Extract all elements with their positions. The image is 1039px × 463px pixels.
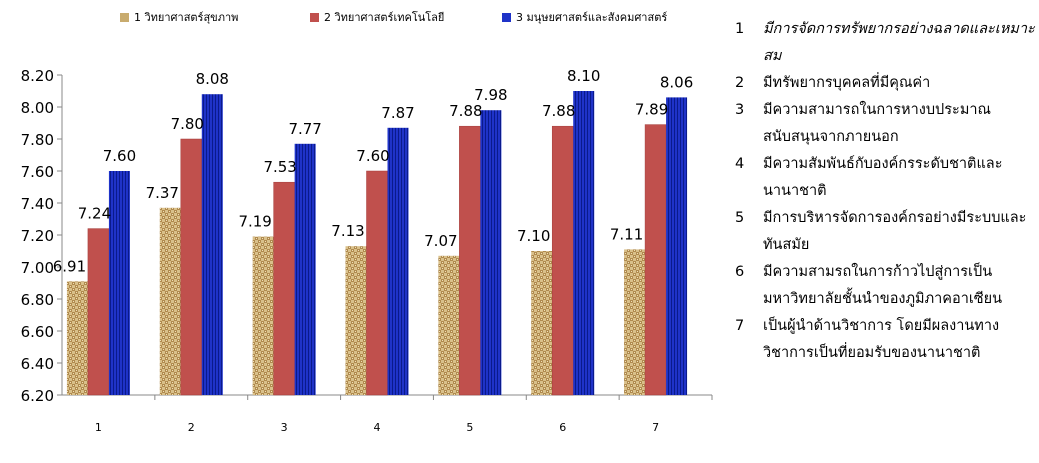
data-label: 7.87 [381, 104, 414, 122]
note-text: มีทรัพยากรบุคคลที่มีคุณค่า [763, 75, 931, 91]
data-label: 8.10 [567, 67, 600, 85]
bar-series-3-cat-1 [108, 171, 130, 395]
bar-series-1-cat-1 [66, 281, 88, 395]
data-label: 8.08 [196, 70, 229, 88]
bar-series-2-cat-7 [644, 124, 667, 396]
y-tick-label: 6.20 [21, 387, 54, 405]
x-tick-label: 2 [188, 421, 195, 434]
y-tick-label: 6.40 [21, 355, 54, 373]
bar-series-1-cat-4 [345, 246, 367, 395]
data-label: 7.19 [238, 213, 271, 231]
data-label: 7.88 [449, 102, 482, 120]
note-item-7: 7 เป็นผู้นำด้านวิชาการ โดยมีผลงานทางวิชาก… [735, 313, 1035, 367]
legend-item-science-technology: 2 วิทยาศาสตร์เทคโนโลยี [310, 8, 444, 26]
data-label: 7.13 [331, 222, 364, 240]
data-label: 7.60 [103, 147, 136, 165]
note-text: มีความสัมพันธ์กับองค์กรระดับชาติและนานาช… [763, 156, 1003, 199]
note-text: มีการบริหารจัดการองค์กรอย่างมีระบบและทัน… [763, 210, 1027, 253]
x-tick-label: 1 [95, 421, 102, 434]
bar-series-2-cat-4 [366, 170, 388, 396]
note-item-4: 4 มีความสัมพันธ์กับองค์กรระดับชาติและนานา… [735, 151, 1035, 205]
note-number: 7 [735, 318, 745, 334]
axes: 6.20 6.40 6.60 6.80 7.00 7.20 7.40 7.60 7.80 8.00… [21, 67, 713, 434]
bar-series-3-cat-6 [573, 91, 595, 395]
bars [66, 91, 688, 396]
bar-series-3-cat-2 [201, 94, 223, 395]
note-item-3: 3 มีความสามารถในการหางบประมาณสนับสนุนจากภ… [735, 97, 1035, 151]
legend-item-health-science: 1 วิทยาศาสตร์สุขภาพ [120, 8, 238, 26]
value-labels: 6.91 7.24 7.60 7.37 7.80 8.08 7.19 7.53 7.77 7.13… [53, 67, 694, 275]
legend-label: 2 วิทยาศาสตร์เทคโนโลยี [324, 11, 445, 24]
data-label: 7.11 [610, 225, 643, 243]
note-number: 3 [735, 102, 745, 118]
y-tick-label: 7.00 [21, 259, 54, 277]
y-tick-label: 7.20 [21, 227, 54, 245]
bar-series-1-cat-6 [531, 251, 553, 395]
bar-series-2-cat-1 [87, 228, 110, 396]
note-text: มีความสามรถในการก้าวไปสู่การเป็นมหาวิทยา… [763, 264, 1003, 307]
chart-legend: 1 วิทยาศาสตร์สุขภาพ 2 วิทยาศาสตร์เทคโนโล… [120, 8, 720, 28]
bar-series-3-cat-4 [387, 127, 409, 396]
note-item-5: 5 มีการบริหารจัดการองค์กรอย่างมีระบบและทั… [735, 205, 1035, 259]
y-tick-label: 8.00 [21, 99, 54, 117]
category-notes: 1 มีการจัดการทรัพยากรอย่างฉลาดและเหมาะสม 2… [735, 16, 1035, 367]
legend-item-humanities-social-science: 3 มนุษยศาสตร์และสังคมศาสตร์ [502, 8, 667, 26]
bar-series-3-cat-7 [666, 97, 688, 396]
data-label: 7.60 [356, 147, 389, 165]
legend-label: 1 วิทยาศาสตร์สุขภาพ [134, 11, 239, 24]
x-tick-label: 4 [374, 421, 381, 434]
y-tick-label: 8.20 [21, 67, 54, 85]
x-tick-label: 5 [466, 421, 473, 434]
note-item-1: 1 มีการจัดการทรัพยากรอย่างฉลาดและเหมาะสม [735, 16, 1035, 70]
bar-series-3-cat-5 [480, 110, 502, 395]
y-tick-label: 7.60 [21, 163, 54, 181]
y-tick-label: 6.80 [21, 291, 54, 309]
legend-swatch [310, 12, 319, 22]
bar-series-1-cat-3 [252, 236, 274, 395]
data-label: 7.07 [424, 232, 457, 250]
legend-swatch [120, 12, 129, 22]
note-number: 6 [735, 264, 745, 280]
y-tick-label: 7.40 [21, 195, 54, 213]
note-item-6: 6 มีความสามรถในการก้าวไปสู่การเป็นมหาวิทย… [735, 259, 1035, 313]
note-number: 2 [735, 75, 745, 91]
bar-series-1-cat-2 [159, 207, 181, 395]
x-tick-label: 6 [559, 421, 566, 434]
bar-series-3-cat-3 [294, 143, 316, 395]
y-tick-label: 7.80 [21, 131, 54, 149]
note-text: เป็นผู้นำด้านวิชาการ โดยมีผลงานทางวิชากา… [763, 318, 1000, 361]
data-label: 7.88 [542, 102, 575, 120]
bar-series-1-cat-7 [624, 249, 646, 395]
data-label: 8.06 [660, 73, 693, 91]
note-number: 1 [735, 21, 745, 37]
data-label: 7.80 [171, 115, 204, 133]
data-label: 7.53 [263, 158, 296, 176]
data-label: 7.98 [474, 86, 507, 104]
data-label: 7.89 [635, 101, 668, 119]
note-number: 5 [735, 210, 745, 226]
bar-series-2-cat-5 [459, 125, 481, 396]
note-item-2: 2 มีทรัพยากรบุคคลที่มีคุณค่า [735, 70, 1035, 97]
x-tick-label: 3 [281, 421, 288, 434]
chart: 1 วิทยาศาสตร์สุขภาพ 2 วิทยาศาสตร์เทคโนโล… [21, 8, 720, 434]
data-label: 7.24 [78, 205, 111, 223]
data-label: 7.10 [517, 227, 550, 245]
note-text: มีการจัดการทรัพยากรอย่างฉลาดและเหมาะสม [763, 21, 1035, 64]
bar-series-2-cat-3 [273, 181, 295, 396]
note-text: มีความสามารถในการหางบประมาณสนับสนุนจากภา… [763, 102, 991, 145]
bar-chart-plot: 6.20 6.40 6.60 6.80 7.00 7.20 7.40 7.60 7.80 8.00… [21, 67, 713, 434]
legend-swatch [502, 12, 511, 22]
note-number: 4 [735, 156, 745, 172]
bar-series-1-cat-5 [438, 255, 460, 395]
legend-label: 3 มนุษยศาสตร์และสังคมศาสตร์ [516, 11, 668, 24]
data-label: 7.37 [146, 184, 179, 202]
data-label: 7.77 [288, 120, 321, 138]
y-tick-label: 6.60 [21, 323, 54, 341]
bar-series-2-cat-6 [551, 125, 574, 396]
bar-series-2-cat-2 [180, 138, 203, 396]
x-tick-label: 7 [652, 421, 659, 434]
data-label: 6.91 [53, 257, 86, 275]
